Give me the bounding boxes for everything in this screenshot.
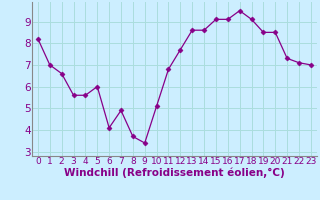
X-axis label: Windchill (Refroidissement éolien,°C): Windchill (Refroidissement éolien,°C) — [64, 168, 285, 178]
